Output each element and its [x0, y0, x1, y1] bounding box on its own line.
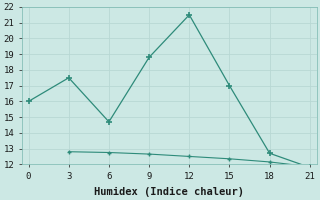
X-axis label: Humidex (Indice chaleur): Humidex (Indice chaleur): [94, 186, 244, 197]
